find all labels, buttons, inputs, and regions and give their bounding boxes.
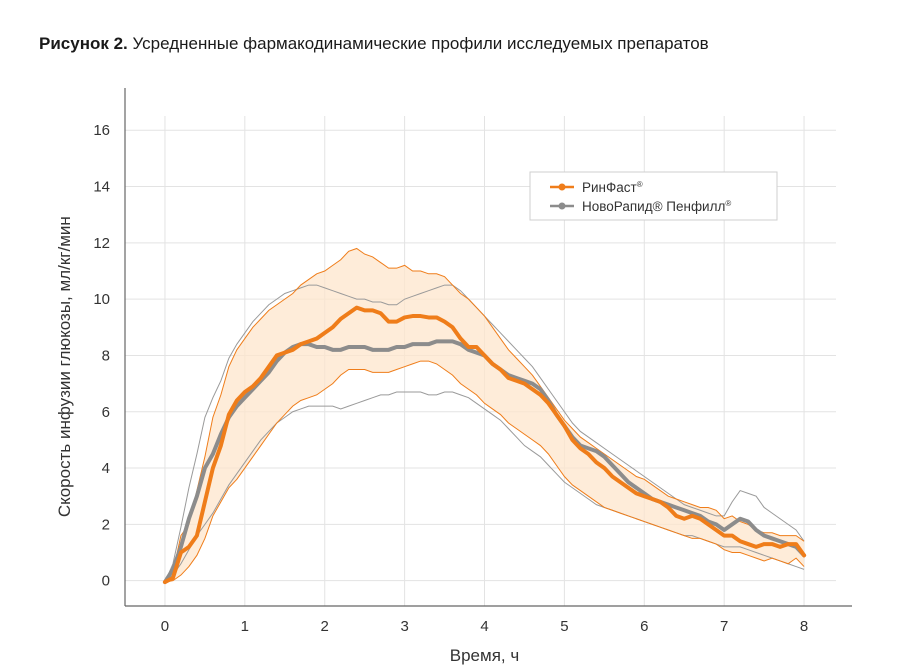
y-tick-label: 12 [93, 235, 110, 252]
rinfast-mean-line [162, 305, 807, 585]
y-axis-title: Скорость инфузии глюкозы, мл/кг/мин [55, 216, 74, 517]
x-tick-label: 5 [560, 618, 568, 635]
legend: РинФаст® НовоРапид® Пенфилл® [529, 171, 778, 221]
x-tick-label: 1 [241, 618, 249, 635]
figure-title: Усредненные фармакодинамические профили … [132, 34, 709, 53]
x-tick-label: 7 [720, 618, 728, 635]
legend-swatch-marker-rinfast [558, 183, 566, 191]
legend-box [529, 171, 778, 221]
legend-swatch-marker-novorapid [558, 202, 566, 210]
y-tick-label: 4 [102, 460, 110, 477]
legend-label-rinfast: РинФаст® [582, 180, 643, 195]
legend-label-novorapid: НовоРапид® Пенфилл® [582, 199, 731, 214]
x-tick-label: 3 [400, 618, 408, 635]
series-lines [162, 305, 807, 585]
x-axis-title: Время, ч [450, 646, 519, 665]
x-tick-label: 0 [161, 618, 169, 635]
x-tick-label: 6 [640, 618, 648, 635]
y-tick-label: 10 [93, 291, 110, 308]
rinfast-ci-upper [164, 247, 805, 583]
x-tick-label: 8 [800, 618, 808, 635]
rinfast-ci-lower [164, 360, 805, 583]
y-tick-label: 16 [93, 122, 110, 139]
figure-caption: Рисунок 2. Усредненные фармакодинамическ… [39, 34, 709, 54]
figure-number: Рисунок 2. [39, 34, 128, 53]
y-tick-label: 6 [102, 404, 110, 421]
novorapid-ci-lower [164, 391, 805, 583]
x-tick-label: 4 [480, 618, 488, 635]
y-tick-label: 0 [102, 573, 110, 590]
y-tick-label: 8 [102, 347, 110, 364]
y-tick-label: 14 [93, 179, 110, 196]
axes [124, 88, 852, 607]
x-tick-label: 2 [321, 618, 329, 635]
y-tick-label: 2 [102, 516, 110, 533]
